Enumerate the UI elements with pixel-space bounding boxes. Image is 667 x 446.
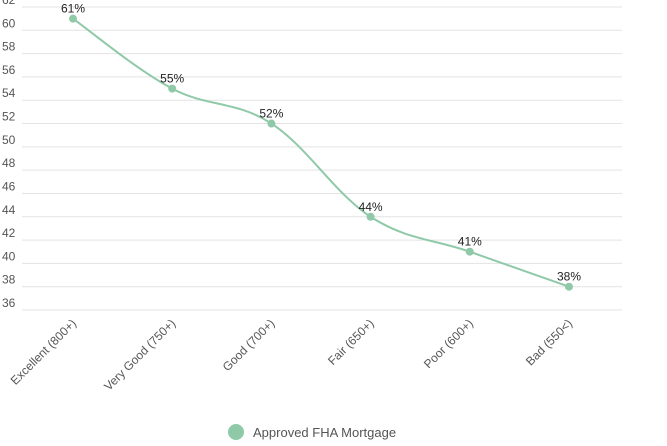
y-tick-label: 38 [2, 273, 16, 287]
legend-marker [228, 424, 244, 440]
data-label: 52% [259, 107, 283, 121]
y-tick-label: 58 [2, 40, 16, 54]
grid-lines [22, 6, 622, 311]
data-point[interactable] [69, 14, 77, 23]
data-label: 44% [359, 200, 383, 214]
y-axis-ticks: 62 60 58 56 54 52 50 48 46 44 42 40 38 36 [2, 0, 16, 310]
data-label: 38% [557, 270, 581, 284]
data-point[interactable] [465, 247, 474, 256]
data-labels: 61% 55% 52% 44% 41% 38% [61, 2, 581, 284]
y-tick-label: 42 [2, 226, 16, 240]
legend[interactable]: Approved FHA Mortgage [228, 424, 396, 440]
y-tick-label: 48 [2, 156, 16, 170]
y-tick-label: 50 [2, 133, 16, 147]
y-tick-label: 54 [2, 86, 16, 100]
data-label: 61% [61, 2, 85, 16]
x-tick-label: Good (700+) [220, 316, 278, 374]
legend-label: Approved FHA Mortgage [253, 424, 397, 440]
x-tick-label: Excellent (800+) [8, 316, 79, 387]
x-tick-label: Very Good (750+) [101, 316, 178, 393]
data-label: 41% [458, 235, 482, 249]
x-tick-label: Bad (550<) [523, 316, 575, 368]
series-line [72, 17, 570, 288]
data-point[interactable] [168, 84, 177, 93]
data-point[interactable] [366, 212, 375, 221]
x-axis-ticks: Excellent (800+) Very Good (750+) Good (70… [8, 316, 575, 393]
data-point[interactable] [267, 119, 276, 128]
y-tick-label: 44 [2, 203, 16, 217]
y-tick-label: 52 [2, 110, 16, 124]
y-tick-label: 60 [2, 16, 16, 30]
data-point[interactable] [565, 282, 573, 291]
y-tick-label: 62 [2, 0, 16, 7]
y-tick-label: 56 [2, 63, 16, 77]
y-tick-label: 40 [2, 249, 16, 263]
x-tick-label: Fair (650+) [325, 316, 377, 368]
data-label: 55% [160, 72, 184, 86]
y-tick-label: 36 [2, 296, 16, 310]
y-tick-label: 46 [2, 179, 16, 193]
x-tick-label: Poor (600+) [421, 316, 476, 371]
data-points [69, 14, 573, 291]
